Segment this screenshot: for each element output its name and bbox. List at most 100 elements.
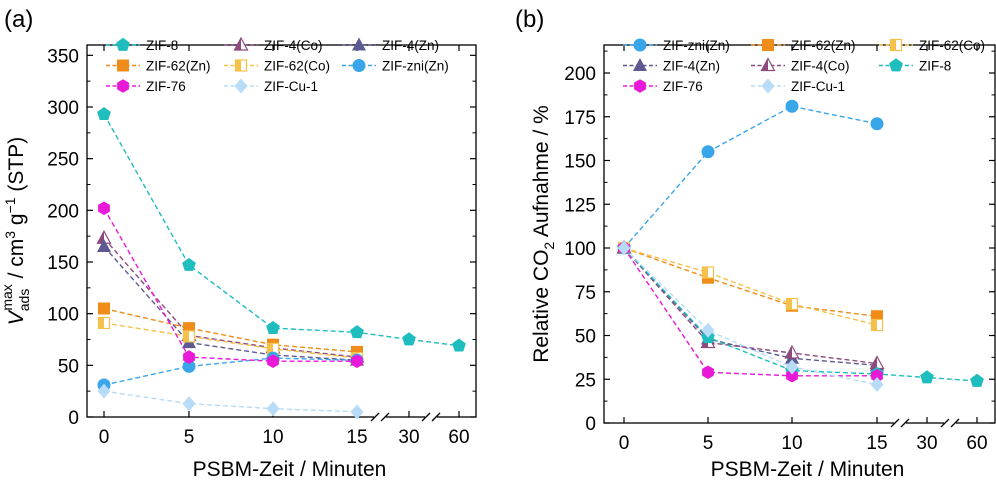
legend-item: ZIF-Cu-1 [751,78,845,94]
data-point [266,401,280,417]
data-point [452,338,466,352]
legend-item: ZIF-62(Co) [224,59,330,74]
legend-item: ZIF-62(Zn) [751,38,856,53]
data-point [785,99,799,113]
legend-marker [889,58,903,72]
y-tick-label: 0 [585,414,596,435]
legend-item: ZIF-4(Co) [751,57,850,74]
data-point [351,354,363,368]
legend-label: ZIF-62(Co) [919,38,985,53]
data-point [182,330,196,343]
y-tick-label: 200 [564,64,596,85]
series-line [103,357,358,386]
legend-item: ZIF-76 [623,79,703,94]
series-zif-76 [98,201,363,368]
series-zif-8 [97,107,466,352]
data-point [870,117,884,131]
series-line [103,246,358,361]
panel-label: (b) [515,6,544,33]
y-tick-label: 350 [47,46,79,67]
axis-break [940,418,960,428]
series-zif-4-zn- [97,239,364,366]
data-point [350,404,364,420]
legend-item: ZIF-zni(Zn) [342,59,449,74]
series-line [103,322,358,359]
y-title-part: (STP) [5,137,28,198]
axis-break [421,412,441,422]
legend-marker [634,79,646,93]
legend-item: ZIF-zni(Zn) [623,38,730,53]
legend-item: ZIF-4(Zn) [342,37,439,53]
data-point [920,370,934,384]
series-line [103,113,460,347]
y-axis-title: Relative CO2 Aufnahme / % [530,105,557,363]
y-tick-label: 250 [47,150,79,171]
legend-marker [116,37,130,51]
data-point [97,316,111,330]
y-tick-label: 75 [575,283,596,304]
data-point [266,320,280,334]
data-point [182,359,196,373]
legend-marker [234,78,248,94]
series-line [623,247,878,365]
panel-a-chart: (a) 0 50 100 150 200 250 300 350 0 5 10 15 30 60 PSBM-Z… [0,6,477,481]
x-axis-title: PSBM-Zeit / Minuten [711,458,905,481]
legend-label: ZIF-4(Co) [791,59,850,74]
legend-item: ZIF-8 [106,37,178,53]
y-tick-label: 175 [564,108,596,129]
data-point [98,201,110,216]
series-line [623,247,878,366]
y-tick-label: 50 [58,356,79,377]
legend-label: ZIF-zni(Zn) [663,38,730,53]
y-title-part: Aufnahme / % [530,105,553,242]
legend-label: ZIF-4(Zn) [663,59,720,74]
legend-label: ZIF-8 [919,59,951,74]
data-point [784,344,800,359]
series-line [103,237,358,358]
y-title-sup: max [0,284,15,310]
x-tick-label: 15 [866,433,887,454]
legend-label: ZIF-4(Zn) [382,38,439,53]
legend-label: ZIF-4(Co) [264,38,323,53]
data-point [350,325,364,339]
legend-marker [761,78,775,94]
data-point [786,368,798,383]
series-line [103,307,358,353]
y-title-part: V [5,309,28,325]
data-point [182,396,196,412]
x-tick-label: 0 [99,427,110,448]
legend-item: ZIF-4(Co) [224,36,323,53]
legend-marker [352,37,366,51]
x-tick-label: 10 [781,433,802,454]
y-tick-label: 125 [564,195,596,216]
y-tick-label: 150 [564,152,596,173]
data-point [97,239,111,252]
legend-label: ZIF-zni(Zn) [382,59,449,74]
legend-label: ZIF-62(Zn) [791,38,856,53]
data-point [617,240,631,256]
data-point [870,318,884,332]
series-group [96,107,466,420]
y-title-part: / cm [5,239,28,285]
legend-label: ZIF-76 [146,79,186,94]
legend-item: ZIF-76 [106,79,186,94]
legend-item: ZIF-62(Zn) [106,59,211,74]
legend-marker [760,57,776,72]
series-line [623,105,878,249]
data-point [701,145,715,159]
data-point [98,302,110,315]
y-tick-label: 25 [575,370,596,391]
series-line [103,390,358,413]
x-tick-label: 60 [448,427,469,448]
series-line [623,247,878,326]
data-point [182,257,196,271]
legend-marker [234,59,248,72]
panel-b-chart: (b) 0 25 50 75 100 125 150 175 200 0 5 10 15 30 60 PSBM-… [515,6,996,481]
x-tick-label: 0 [619,433,630,454]
legend-item: ZIF-4(Zn) [623,58,720,74]
legend: ZIF-zni(Zn) ZIF-62(Zn) ZIF-62(Co) ZIF-4(Zn)… [623,38,985,94]
series-line [103,207,357,362]
axis-break [890,418,910,428]
data-point [701,266,715,279]
series-zif-cu-1 [617,240,884,392]
